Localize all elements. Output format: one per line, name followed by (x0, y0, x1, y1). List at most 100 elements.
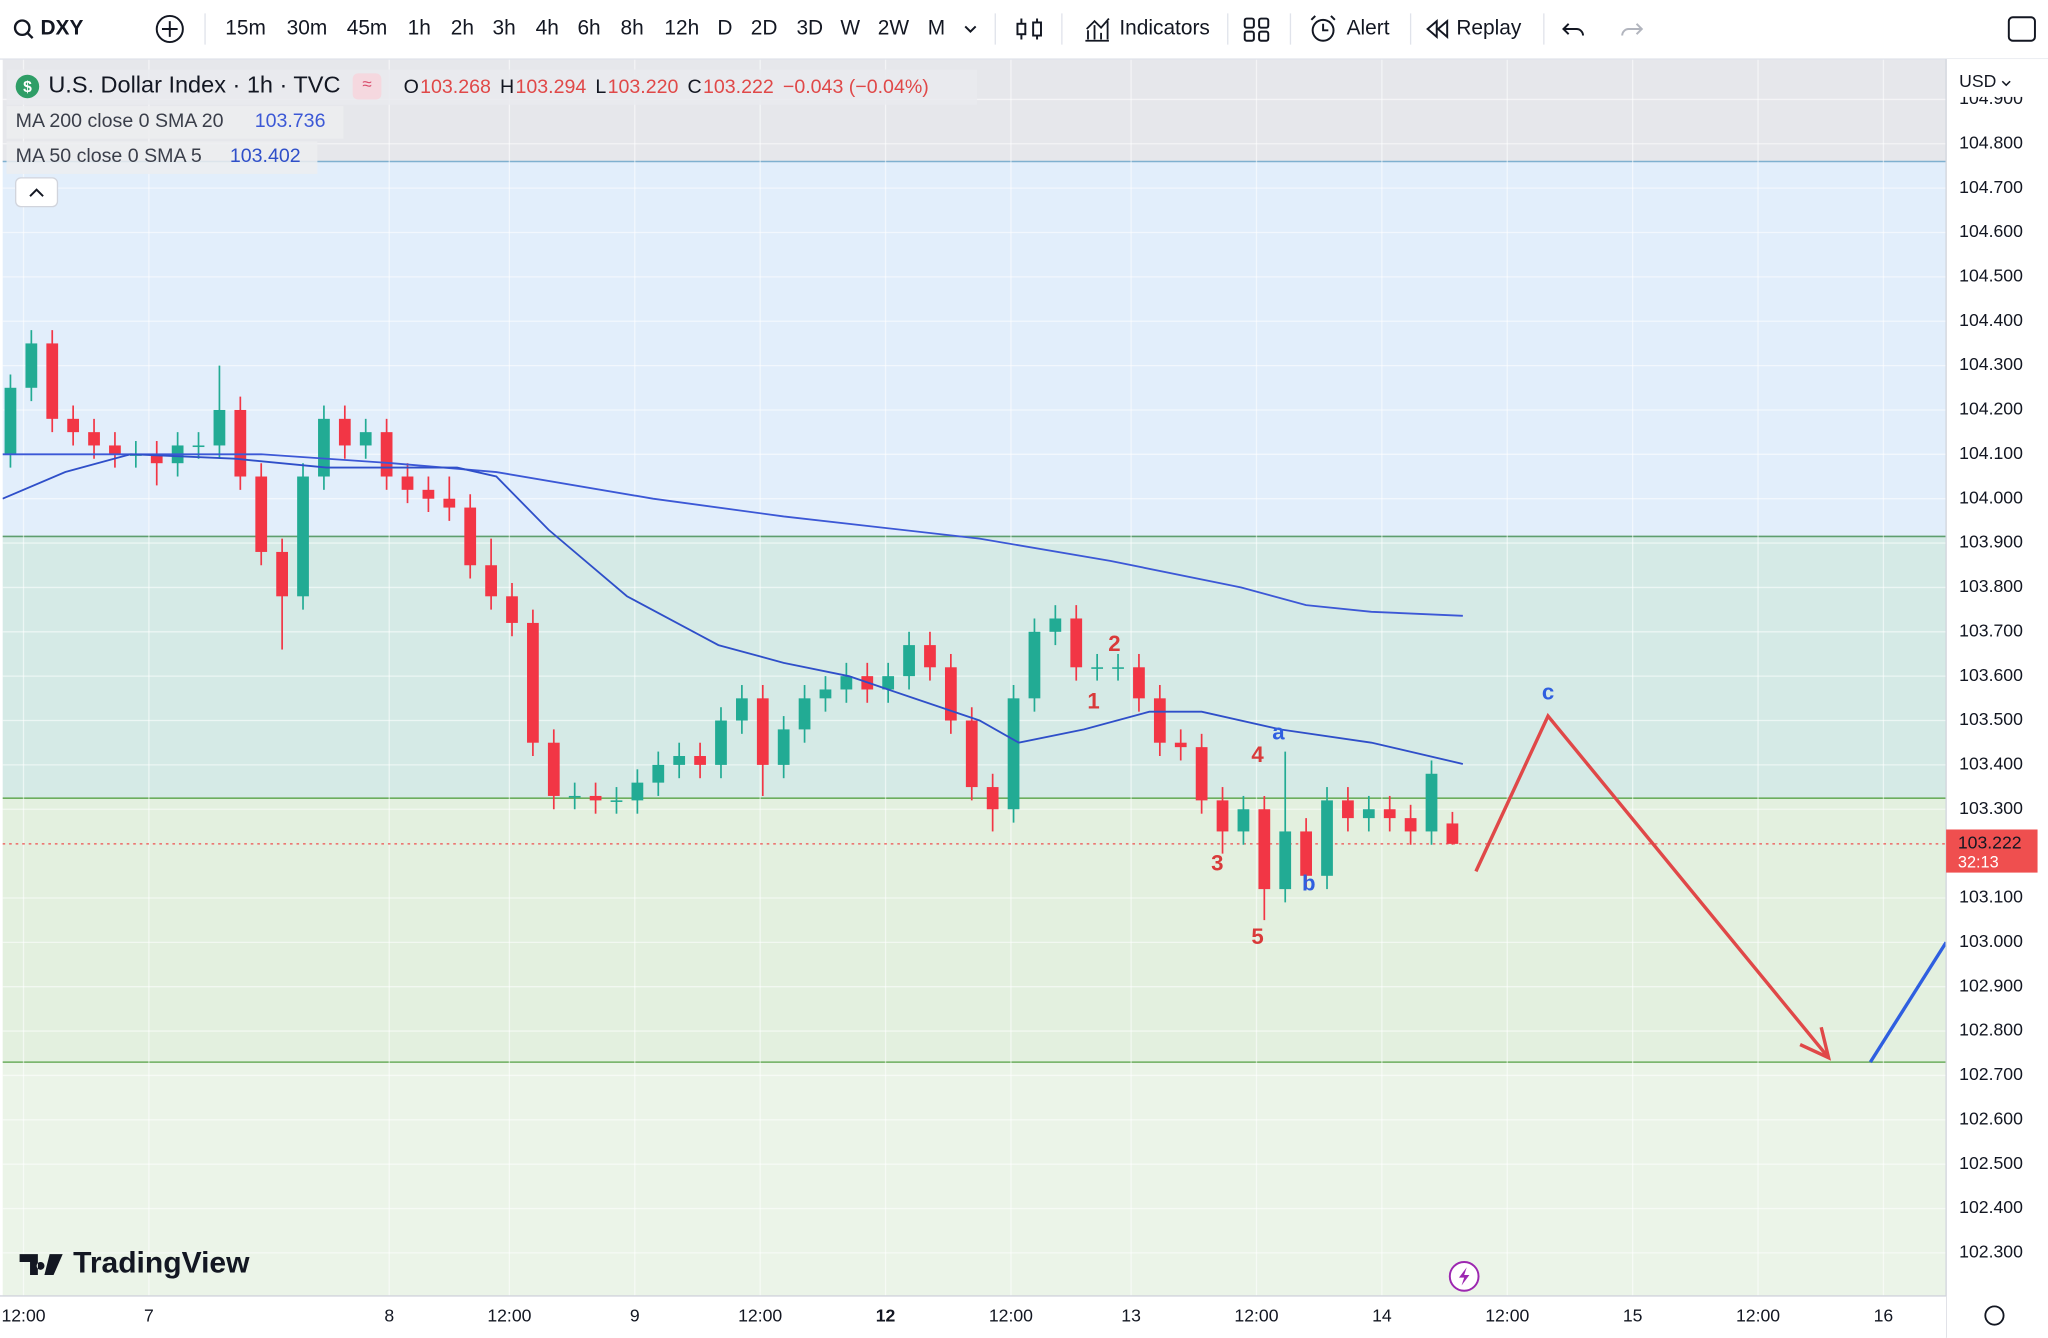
candle-body (944, 667, 957, 721)
candle-body (213, 409, 226, 446)
candle-body (819, 689, 832, 699)
interval-button[interactable]: D (717, 17, 732, 40)
interval-button[interactable]: 3D (796, 17, 823, 40)
interval-button[interactable]: 3h (493, 17, 516, 40)
candle-body (1425, 773, 1438, 832)
x-tick-label: 13 (1121, 1305, 1141, 1325)
plot: 1 2 3 4 5 a b c (2, 330, 1947, 1064)
arrow-head (1799, 1026, 1832, 1061)
interval-button[interactable]: 2h (451, 17, 474, 40)
interval-button[interactable]: 1h (408, 17, 431, 40)
y-tick-label: 103.900 (1959, 532, 2023, 552)
redo[interactable] (1621, 23, 1644, 36)
interval-button[interactable]: 15m (225, 17, 266, 40)
candle-body (882, 676, 895, 690)
candle-body (359, 432, 372, 446)
ma-line (2, 453, 1464, 765)
interval-button[interactable]: 30m (287, 17, 328, 40)
candle-body (840, 676, 853, 690)
indicators-button[interactable]: Indicators (1119, 17, 1210, 40)
candle-body (46, 343, 59, 419)
y-tick-label: 104.800 (1959, 132, 2023, 152)
symbol-logo-glyph: $ (23, 79, 32, 96)
candle-body (422, 489, 435, 499)
candle-body (1070, 618, 1083, 668)
y-tick-label: 103.800 (1959, 576, 2023, 596)
currency[interactable]: USD (1959, 71, 1996, 91)
settings[interactable] (1984, 1305, 2005, 1326)
interval-button[interactable]: 2W (878, 17, 910, 40)
search-icon[interactable] (13, 19, 31, 37)
candle-body (527, 622, 539, 743)
currency-box[interactable] (1948, 68, 2028, 97)
symbol[interactable]: DXY (40, 17, 83, 40)
zone (2, 1062, 1947, 1296)
candle-body (401, 476, 414, 490)
interval-dropdown[interactable] (964, 25, 977, 33)
currency-caret (2001, 80, 2011, 87)
drawing-line (1474, 712, 1830, 1059)
wave-label: c (1542, 680, 1554, 705)
interval-button[interactable]: 12h (664, 17, 699, 40)
candle-body (1195, 747, 1208, 801)
x-tick-label: 9 (630, 1305, 640, 1325)
y-tick-label: 102.300 (1959, 1242, 2023, 1262)
interval-button[interactable]: 2D (751, 17, 778, 40)
candle-body (1174, 742, 1187, 748)
candle-body (109, 445, 121, 455)
interval-button[interactable]: 8h (621, 17, 644, 40)
interval-button[interactable]: M (928, 17, 945, 40)
ohlc-value: 103.220 (608, 76, 679, 98)
add-icon (161, 21, 178, 37)
add-symbol[interactable] (155, 14, 184, 44)
x-tick-label: 14 (1372, 1305, 1392, 1325)
ohlc-label: O (404, 76, 419, 98)
x-tick-label: 12:00 (1485, 1305, 1529, 1325)
candle-body (1362, 809, 1375, 819)
chart-type-icon (1016, 22, 1027, 36)
undo[interactable] (1562, 23, 1584, 36)
candle-body (88, 432, 100, 446)
fullscreen[interactable] (2007, 16, 2036, 42)
candle-body (924, 645, 936, 668)
y-tick-label: 102.400 (1959, 1197, 2023, 1217)
legend: $ U.S. Dollar Index · 1h · TVC ≈ MA 200 … (6, 69, 977, 208)
wave-label: 3 (1211, 851, 1223, 876)
candle-body (903, 645, 915, 677)
change: −0.043 (−0.04%) (783, 76, 929, 98)
candle-body (1279, 831, 1292, 890)
candle-body (589, 795, 602, 801)
candle-body (1446, 823, 1459, 844)
x-tick-label: 12:00 (1234, 1305, 1278, 1325)
interval-button[interactable]: W (840, 17, 860, 40)
collapse-legend[interactable] (15, 177, 59, 208)
x-tick-label: 15 (1623, 1305, 1643, 1325)
candle-body (798, 698, 811, 730)
y-tick-label: 104.400 (1959, 310, 2023, 330)
y-tick-label: 104.200 (1959, 399, 2023, 419)
candle-body (777, 729, 790, 765)
y-tick-label: 103.700 (1959, 620, 2023, 640)
candle-body (1007, 698, 1020, 810)
candle-body (568, 795, 581, 798)
x-tick-label: 12:00 (738, 1305, 782, 1325)
ohlc-label: L (595, 76, 606, 98)
interval-button[interactable]: 6h (577, 17, 600, 40)
interval-button[interactable]: 4h (536, 17, 559, 40)
candle-body (1028, 631, 1041, 699)
alert-button[interactable]: Alert (1347, 17, 1390, 40)
candle-body (464, 507, 477, 566)
y-tick-label: 103.400 (1959, 754, 2023, 774)
layout-icon[interactable] (1243, 17, 1270, 42)
y-tick-label: 104.100 (1959, 443, 2023, 463)
last-price-label: 103.222 (1958, 833, 2022, 853)
candle-body (485, 565, 497, 597)
interval-button[interactable]: 45m (347, 17, 388, 40)
x-tick-label: 12 (876, 1305, 896, 1325)
drawing-line (1868, 941, 1947, 1064)
ohlc-value: 103.294 (516, 76, 587, 98)
replay-button[interactable]: Replay (1456, 17, 1522, 40)
wave-label: b (1302, 871, 1316, 896)
candle-body (234, 409, 247, 477)
wave-label: a (1272, 720, 1285, 745)
